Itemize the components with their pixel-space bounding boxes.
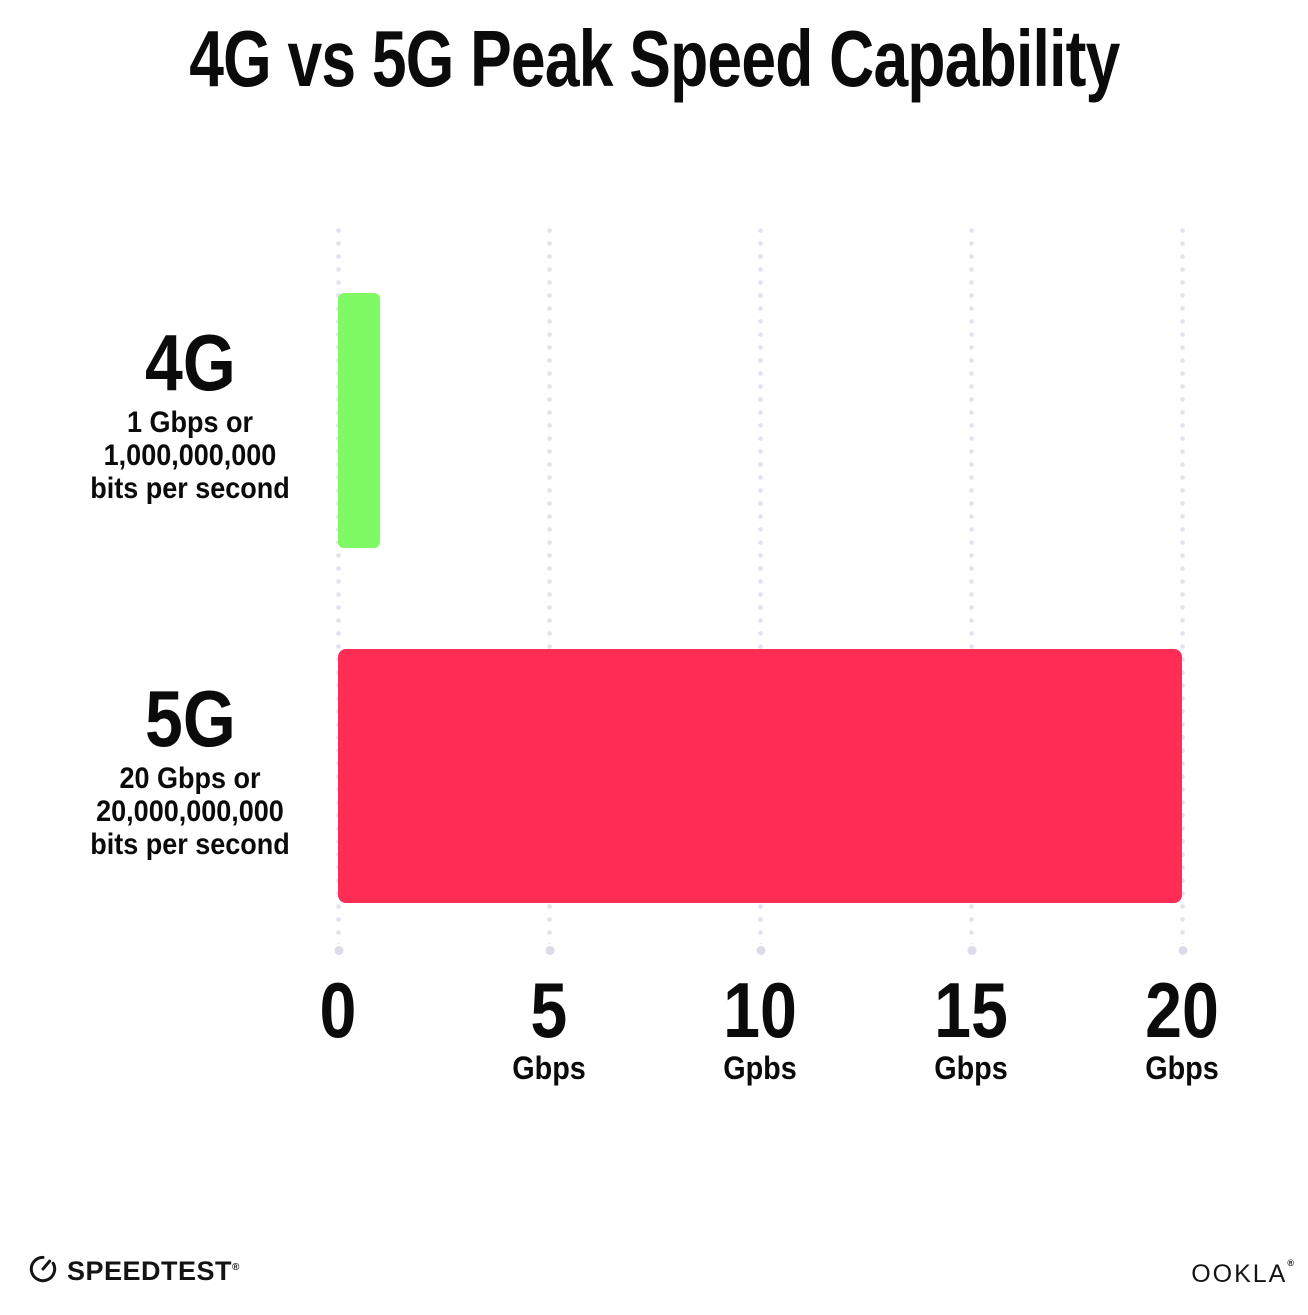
gridline-15 [969,224,974,944]
category-name-4g: 4G [30,318,350,407]
x-tick-value: 0 [316,966,359,1054]
x-tick-value: 10 [717,966,804,1054]
sublabel-line: 1,000,000,000 [103,439,277,472]
x-tick-unit: Gbps [934,1050,1008,1086]
category-name-4g-text: 4G [144,318,236,407]
x-tick-0: 0 [316,966,359,1054]
sublabel-line: 1 Gbps or [126,406,254,439]
sublabel-line: 20 Gbps or [119,762,261,795]
gridline-20 [1180,224,1185,944]
speedtest-wordmark: SPEEDTEST® [67,1256,240,1287]
gridline-0 [336,224,341,944]
x-tick-value: 15 [928,966,1015,1054]
x-tick-20: 20 Gbps [1139,966,1226,1086]
sublabel-line: bits per second [90,472,290,505]
x-tick-unit: Gbps [1145,1050,1219,1086]
x-tick-value: 20 [1139,966,1226,1054]
sublabel-line: 20,000,000,000 [96,795,284,828]
x-tick-value-text: 20 [1145,966,1219,1054]
speedtest-gauge-icon [28,1254,58,1289]
gridline-10 [758,224,763,944]
category-name-5g: 5G [30,674,350,763]
speedtest-wordmark-text: SPEEDTEST [67,1256,233,1286]
speedtest-trademark: ® [232,1262,240,1273]
x-tick-unit: Gpbs [723,1050,797,1086]
chart-title: 4G vs 5G Peak Speed Capability [0,14,1308,104]
x-tick-value-text: 15 [934,966,1008,1054]
ookla-trademark: ® [1287,1258,1294,1268]
x-tick-unit: Gbps [512,1050,586,1086]
chart-title-text: 4G vs 5G Peak Speed Capability [188,14,1120,103]
x-tick-5: 5 Gbps [508,966,590,1086]
bar-5g [338,649,1182,903]
gridline-5 [547,224,552,944]
x-tick-value: 5 [508,966,590,1054]
x-tick-value-text: 5 [530,966,568,1054]
speedtest-logo: SPEEDTEST® [28,1254,240,1289]
ookla-logo: OOKLA ® [1191,1258,1294,1289]
ookla-wordmark: OOKLA [1191,1260,1288,1288]
category-sublabel-5g: 20 Gbps or 20,000,000,000 bits per secon… [46,762,334,861]
category-label-5g: 5G 20 Gbps or 20,000,000,000 bits per se… [30,674,350,862]
x-tick-value-text: 10 [723,966,797,1054]
sublabel-line: bits per second [90,828,290,861]
x-tick-value-text: 0 [319,966,357,1054]
category-name-5g-text: 5G [144,674,236,763]
x-tick-15: 15 Gbps [928,966,1015,1086]
bar-4g [338,293,380,548]
category-label-4g: 4G 1 Gbps or 1,000,000,000 bits per seco… [30,318,350,506]
category-sublabel-4g: 1 Gbps or 1,000,000,000 bits per second [46,406,334,505]
x-tick-10: 10 Gpbs [717,966,804,1086]
